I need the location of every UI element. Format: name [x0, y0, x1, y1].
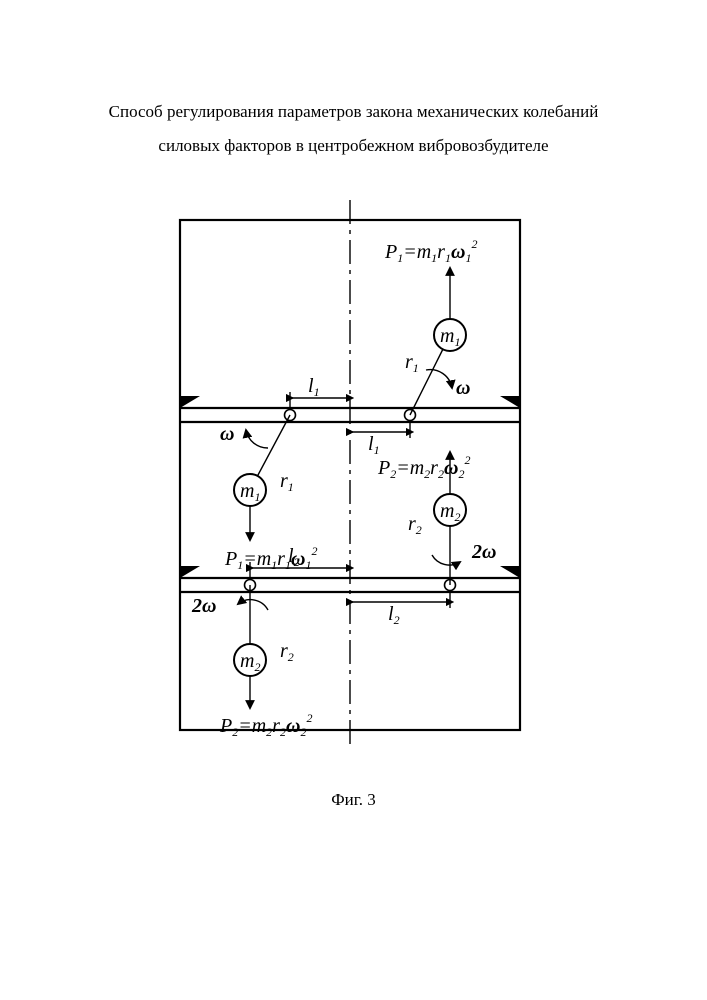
- dim-l1-right: l1: [350, 422, 410, 457]
- figure-caption: Фиг. 3: [0, 790, 707, 810]
- page: Способ регулирования параметров закона м…: [0, 0, 707, 1000]
- title-line-2: силовых факторов в центробежном вибровоз…: [158, 136, 548, 155]
- svg-text:r1: r1: [280, 470, 294, 494]
- svg-text:r2: r2: [280, 640, 294, 664]
- mass-m1-right: m1 r1 ω P1=m1r1ω12: [384, 237, 477, 415]
- svg-text:P2=m2r2ω22: P2=m2r2ω22: [377, 453, 470, 481]
- svg-text:r2: r2: [408, 513, 422, 537]
- svg-text:2ω: 2ω: [471, 541, 496, 563]
- dim-l2-right: l2: [350, 592, 450, 627]
- diagram: m1 r1 ω P1=m1r1ω12 m1 r1 ω P1=m1r1ω12 m2…: [140, 190, 560, 770]
- svg-text:2ω: 2ω: [191, 595, 216, 617]
- mass-m1-left: m1 r1 ω P1=m1r1ω12: [220, 415, 317, 572]
- svg-text:r1: r1: [405, 351, 419, 375]
- title-line-1: Способ регулирования параметров закона м…: [109, 102, 599, 121]
- dim-l1-left: l1: [290, 375, 350, 408]
- svg-text:P1=m1r1ω12: P1=m1r1ω12: [384, 237, 477, 265]
- mass-m2-right: m2 r2 2ω P2=m2r2ω22: [377, 452, 496, 585]
- svg-text:ω: ω: [220, 423, 234, 445]
- svg-text:P2=m2r2ω22: P2=m2r2ω22: [219, 711, 312, 739]
- svg-text:l1: l1: [308, 375, 320, 399]
- mass-m2-left: m2 r2 2ω P2=m2r2ω22: [191, 585, 312, 739]
- svg-text:ω: ω: [456, 377, 470, 399]
- svg-text:l2: l2: [388, 603, 400, 627]
- svg-text:l1: l1: [368, 433, 380, 457]
- page-title: Способ регулирования параметров закона м…: [0, 95, 707, 163]
